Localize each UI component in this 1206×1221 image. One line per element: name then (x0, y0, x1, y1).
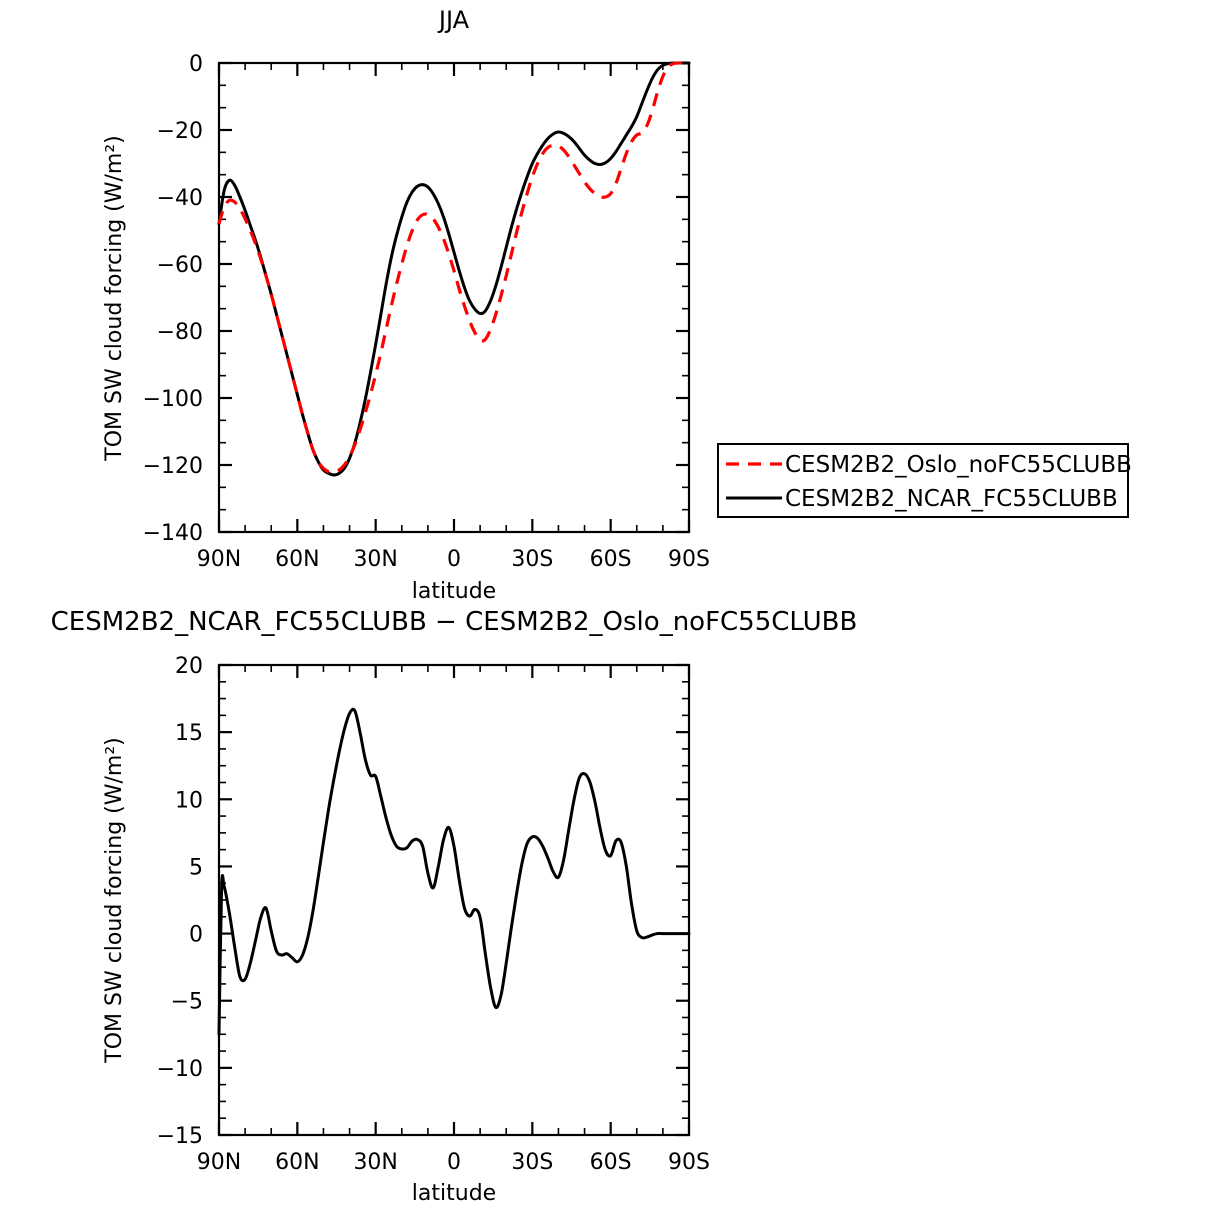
legend-label-ncar[interactable]: CESM2B2_NCAR_FC55CLUBB (785, 486, 1118, 512)
x-tick-label: 90S (668, 547, 710, 572)
x-tick-label: 60S (590, 547, 632, 572)
legend[interactable]: CESM2B2_Oslo_noFC55CLUBB CESM2B2_NCAR_FC… (717, 443, 1132, 518)
x-tick-label: 60N (275, 1150, 319, 1175)
y-tick-label: −80 (157, 320, 203, 345)
y-tick-label: 0 (189, 52, 203, 77)
y-tick-label: −60 (157, 253, 203, 278)
y-tick-label: −15 (157, 1124, 203, 1149)
bottom-panel-xlabel: latitude (412, 1181, 496, 1206)
bottom-panel: CESM2B2_NCAR_FC55CLUBB − CESM2B2_Oslo_no… (51, 607, 858, 1206)
x-tick-label: 0 (447, 547, 461, 572)
series-line-0 (217, 707, 691, 1036)
top-panel-tick-labels: 90N 60N 30N 0 30S 60S 90S 0 −20 −40 −60 −80 −100 −120… (143, 52, 710, 572)
y-tick-label: 15 (175, 721, 203, 746)
top-panel-ticks (217, 61, 691, 534)
y-tick-label: −140 (143, 521, 203, 546)
top-panel: JJA 90N 60N 30N 0 30S 60S 90S 0 −20 −40 −60 −80 −100… (102, 6, 710, 604)
x-tick-label: 0 (447, 1150, 461, 1175)
x-tick-label: 30N (353, 547, 397, 572)
top-panel-ylabel: TOM SW cloud forcing (W/m²) (102, 135, 127, 461)
bottom-panel-title: CESM2B2_NCAR_FC55CLUBB − CESM2B2_Oslo_no… (51, 607, 858, 637)
bottom-panel-curves (217, 707, 691, 1036)
legend-label-oslo[interactable]: CESM2B2_Oslo_noFC55CLUBB (785, 452, 1132, 478)
x-tick-label: 90N (197, 547, 241, 572)
y-tick-label: 10 (175, 788, 203, 813)
y-tick-label: −20 (157, 119, 203, 144)
top-panel-title: JJA (437, 6, 470, 34)
y-tick-label: −100 (143, 387, 203, 412)
bottom-panel-ticks (217, 663, 691, 1137)
bottom-panel-frame (217, 663, 691, 1137)
y-tick-label: 5 (189, 855, 203, 880)
y-tick-label: 20 (175, 654, 203, 679)
x-tick-label: 90N (197, 1150, 241, 1175)
series-line-0 (217, 61, 691, 477)
top-panel-frame (217, 61, 691, 534)
y-tick-label: −10 (157, 1057, 203, 1082)
y-tick-label: −5 (171, 990, 203, 1015)
top-panel-xlabel: latitude (412, 579, 496, 604)
x-tick-label: 30S (511, 1150, 553, 1175)
bottom-panel-tick-labels: 90N 60N 30N 0 30S 60S 90S 20 15 10 5 0 −5 −10 −15 (157, 654, 710, 1175)
y-tick-label: −40 (157, 186, 203, 211)
x-tick-label: 60N (275, 547, 319, 572)
y-tick-label: 0 (189, 923, 203, 948)
top-panel-curves (217, 61, 691, 477)
x-tick-label: 30N (353, 1150, 397, 1175)
legend-box (717, 443, 1129, 518)
x-tick-label: 60S (590, 1150, 632, 1175)
bottom-panel-ylabel: TOM SW cloud forcing (W/m²) (102, 737, 127, 1063)
x-tick-label: 30S (511, 547, 553, 572)
y-tick-label: −120 (143, 454, 203, 479)
series-line-1 (217, 61, 689, 474)
x-tick-label: 90S (668, 1150, 710, 1175)
